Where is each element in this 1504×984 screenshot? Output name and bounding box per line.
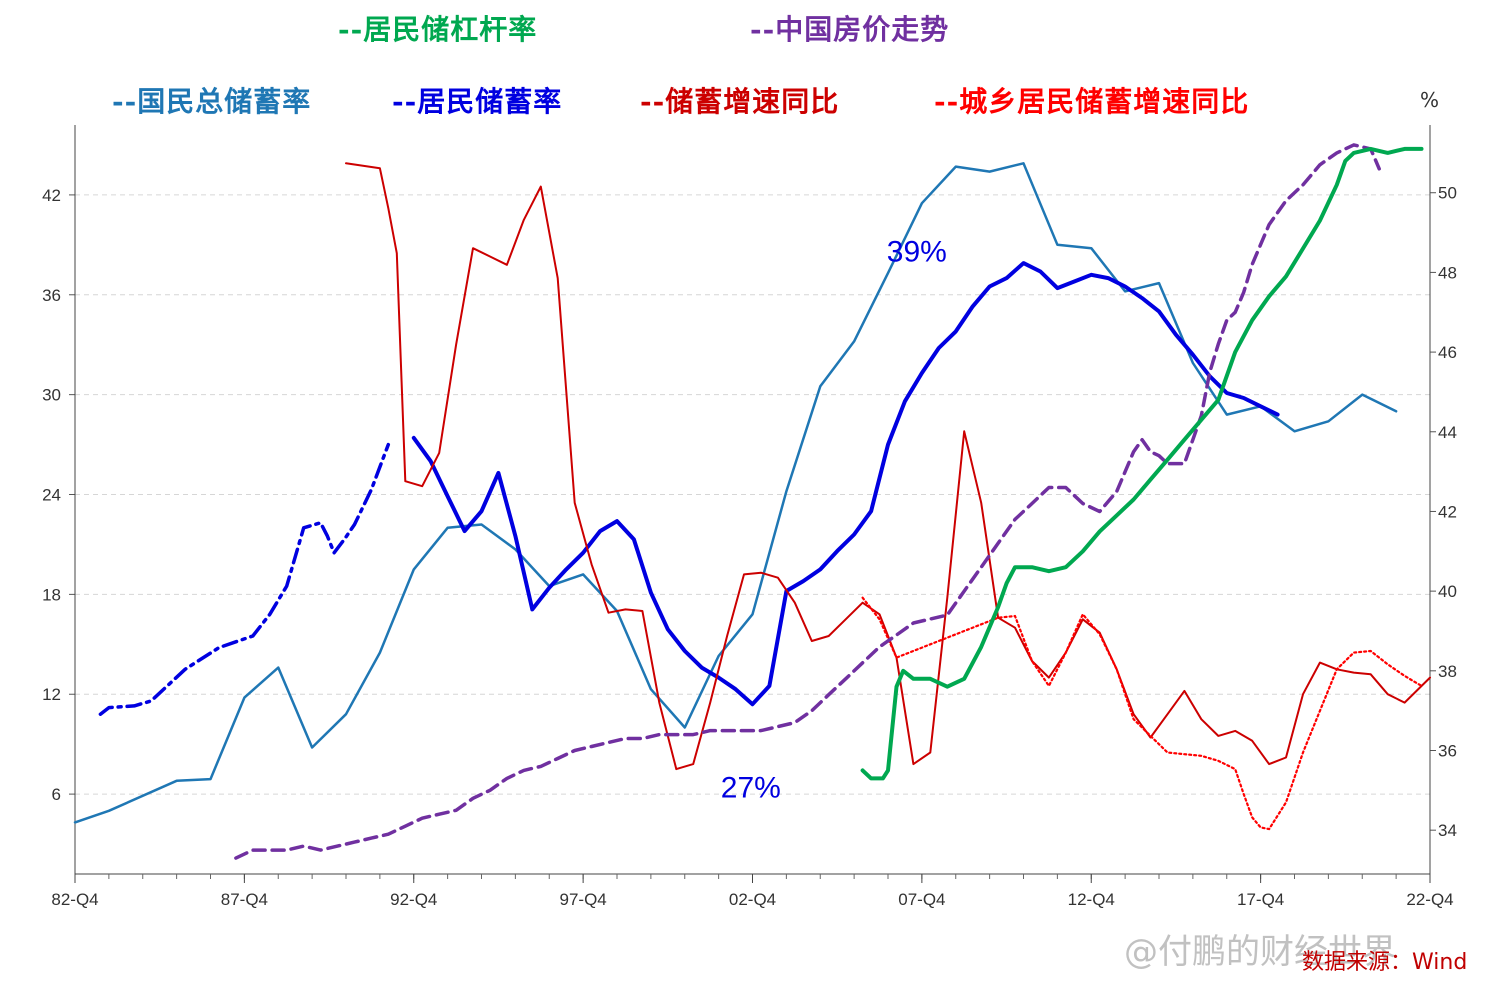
x-tick-label-22-Q4: 22-Q4 <box>1406 890 1453 909</box>
data-source: 数据来源：Wind <box>1302 950 1468 975</box>
right-tick-label-42: 42 <box>1438 502 1457 521</box>
annotation-0: 39% <box>887 235 947 268</box>
axes: 6 12 18 24 30 36 42 34 36 38 40 42 44 46 48 50 82-Q4 87-Q… <box>42 125 1457 909</box>
annotations: 39% 27% <box>721 235 947 804</box>
left-tick-label-18: 18 <box>42 585 61 604</box>
legend-deposit-growth: --城乡居民储蓄增速同比 <box>934 85 1250 118</box>
right-tick-label-34: 34 <box>1438 821 1457 840</box>
x-tick-label-17-Q4: 17-Q4 <box>1237 890 1284 909</box>
right-tick-label-46: 46 <box>1438 343 1457 362</box>
series-line-4 <box>861 596 1423 831</box>
right-axis-unit: % <box>1420 88 1440 112</box>
watermark: @付鹏的财经世界 <box>1124 932 1396 972</box>
series-line-3 <box>345 162 1431 771</box>
series-lines <box>73 143 1431 860</box>
legend-household-savings: --居民储蓄率 <box>392 85 563 118</box>
left-tick-label-24: 24 <box>42 486 61 505</box>
x-tick-label-92-Q4: 92-Q4 <box>390 890 437 909</box>
annotation-1: 27% <box>721 771 781 804</box>
x-tick-label-02-Q4: 02-Q4 <box>729 890 776 909</box>
series-line-0 <box>73 162 1398 824</box>
series-line-2 <box>411 261 1280 707</box>
x-tick-label-97-Q4: 97-Q4 <box>560 890 607 909</box>
right-tick-label-50: 50 <box>1438 184 1457 203</box>
x-tick-label-07-Q4: 07-Q4 <box>898 890 945 909</box>
x-tick-label-82-Q4: 82-Q4 <box>51 890 98 909</box>
legend-national-savings: --国民总储蓄率 <box>112 85 312 118</box>
x-tick-label-87-Q4: 87-Q4 <box>221 890 268 909</box>
right-tick-label-40: 40 <box>1438 582 1457 601</box>
legend-gov-leverage: --居民储杠杆率 <box>338 13 538 46</box>
left-tick-label-6: 6 <box>52 785 61 804</box>
left-tick-label-12: 12 <box>42 685 61 704</box>
legend-house-price: --中国房价走势 <box>750 13 950 46</box>
right-tick-label-36: 36 <box>1438 741 1457 760</box>
left-tick-label-30: 30 <box>42 386 61 405</box>
x-tick-label-12-Q4: 12-Q4 <box>1068 890 1115 909</box>
series-line-6 <box>860 146 1424 781</box>
left-tick-label-42: 42 <box>42 186 61 205</box>
right-tick-label-44: 44 <box>1438 423 1457 442</box>
legend-savings-growth: --储蓄增速同比 <box>640 85 840 118</box>
series-line-5 <box>234 143 1381 860</box>
right-tick-label-38: 38 <box>1438 662 1457 681</box>
right-tick-label-48: 48 <box>1438 263 1457 282</box>
left-tick-label-36: 36 <box>42 286 61 305</box>
series-line-1 <box>98 442 391 716</box>
